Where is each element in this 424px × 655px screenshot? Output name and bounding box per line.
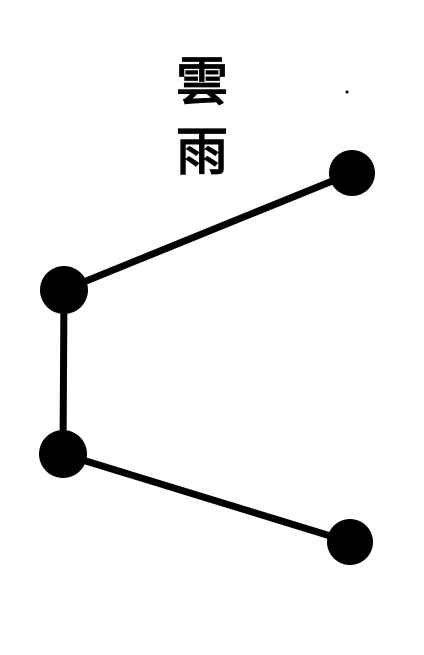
title-char-2: 雨 [176,122,228,183]
node-lower-left [39,430,87,478]
nodes [39,150,375,565]
edge-upper-left-to-lower-left [59,286,68,458]
title-char-1: 雲 [176,52,228,113]
edge-lower-left-to-bottom-right [59,450,354,546]
edges [59,169,356,546]
node-top-right [329,150,375,196]
node-upper-left [40,266,88,314]
title: 雲 雨 [176,52,228,183]
edge-upper-left-to-top-right [60,169,356,294]
ink-speck [345,90,349,94]
node-bottom-right [327,519,373,565]
